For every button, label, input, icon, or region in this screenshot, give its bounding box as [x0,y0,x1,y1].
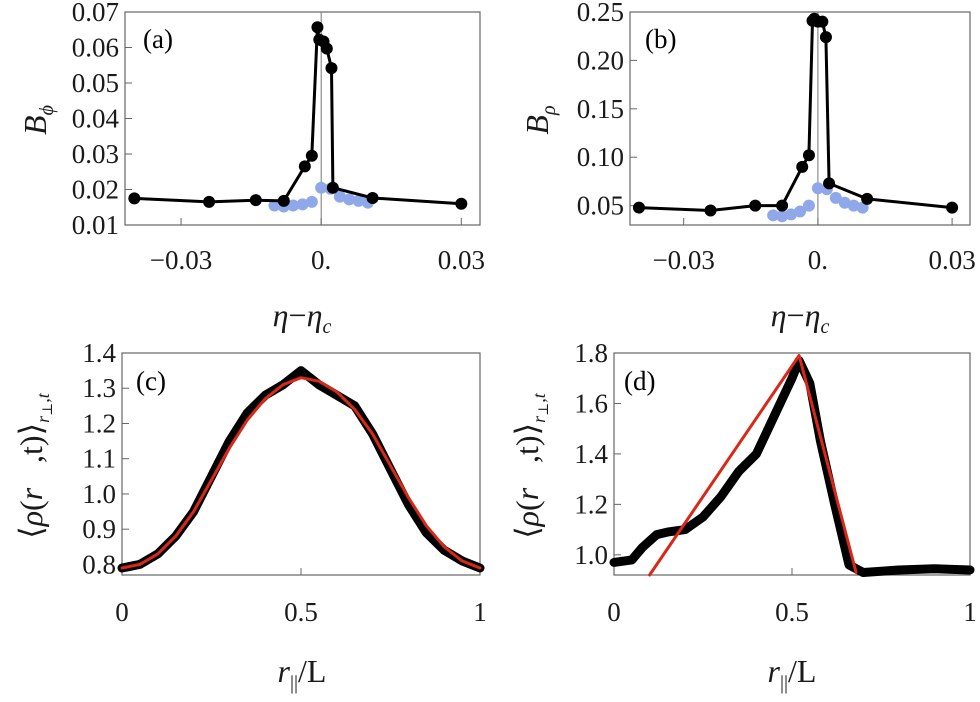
y-tick-label: 1.1 [82,444,116,474]
plot-frame [124,11,481,226]
data-point [366,192,379,205]
data-point [305,149,318,162]
x-tick-label: −0.03 [150,245,212,275]
data-point [128,192,141,205]
data-point [325,62,338,75]
data-point [268,199,281,212]
x-tick-label: 0. [808,245,828,275]
y-tick-label: 1.4 [82,338,116,368]
y-tick-label: 1.2 [82,408,116,438]
data-point [326,181,339,194]
x-tick-label: 1 [963,597,977,627]
panel-label: (c) [136,366,166,396]
data-point [320,42,333,55]
y-tick-label: 1.0 [82,479,116,509]
x-axis-title: η−ηc [273,297,332,338]
y-tick-label: 1.6 [574,388,608,418]
y-tick-label: 1.8 [574,338,608,368]
panel-a: (a) Bϕ η−ηc 0.01 0.02 0.03 0.04 0.05 0.06 0.07… [17,0,485,338]
data-point [704,204,717,217]
x-axis-title: η−ηc [771,297,830,338]
y-tick-label: 0.9 [82,514,116,544]
data-point [333,190,346,203]
data-point [287,199,300,212]
data-point [819,31,832,44]
y-tick-label: 0.8 [82,549,116,579]
y-tick-label: 0.15 [577,94,624,124]
data-point [749,199,762,212]
data-point [847,199,860,212]
data-point [802,199,815,212]
y-axis-title: Bϕ [17,105,58,135]
series-line [117,366,485,573]
y-axis-title: Bρ [519,105,560,134]
y-tick-label: 0.02 [72,175,119,205]
y-tick-label: 1.4 [574,439,608,469]
x-tick-label: 0.5 [284,597,318,627]
y-tick-label: 0.05 [577,191,624,221]
panel-label: (d) [624,366,655,396]
data-point [311,21,324,34]
x-tick-label: 1 [473,597,487,627]
y-tick-label: 0.03 [72,139,119,169]
series-line [648,354,858,577]
data-point [203,195,216,208]
y-tick-label: 0.25 [577,0,624,27]
y-tick-label: 0.01 [72,210,119,240]
data-point [277,194,290,207]
data-point [802,149,815,162]
y-tick-label: 1.2 [574,489,608,519]
x-axis-title: r||/L [278,653,327,694]
panel-c: (c) ⟨ρ(r⃗,t)⟩r⊥,t r||/L 0.8 0.9 1.0 1.1 1.2 1… [13,338,487,694]
x-tick-label: 0.03 [438,245,485,275]
data-point [305,195,318,208]
panel-label: (b) [645,24,676,54]
data-point [794,205,806,218]
y-tick-label: 0.20 [577,45,624,75]
x-tick-label: 0.5 [775,597,809,627]
series-line [132,25,463,206]
data-point [776,199,789,212]
panel-b: (b) Bρ η−ηc 0.050.100.150.200.25−0.03 0. 0… [519,0,976,338]
y-tick-label: 0.10 [577,142,624,172]
data-point [816,15,829,28]
series-line [120,376,482,570]
data-point [249,194,262,207]
data-point [861,192,874,205]
data-point [632,201,645,214]
y-axis-title: ⟨ρ(r⃗,t)⟩r⊥,t [509,392,552,539]
data-point [352,194,365,207]
x-axis-title: r||/L [768,653,817,694]
x-tick-label: 0 [607,597,621,627]
y-tick-label: 0.07 [72,0,119,27]
x-tick-label: 0 [115,597,129,627]
plot-frame [629,11,971,226]
y-tick-label: 1.0 [574,540,608,570]
panel-label: (a) [143,24,173,54]
data-point [829,191,842,204]
series-line [609,356,975,577]
series-line [637,17,954,212]
data-point [776,210,789,223]
data-point [823,177,836,190]
data-point [811,182,824,195]
data-point [796,160,809,173]
x-tick-label: 0.03 [928,245,975,275]
y-tick-label: 0.06 [72,33,119,63]
data-point [343,193,356,206]
data-point [455,197,468,210]
data-point [946,201,959,214]
data-point [767,209,780,222]
panel-d: (d) ⟨ρ(r⃗,t)⟩r⊥,t r||/L 1.0 1.2 1.4 1.6 1.8 0… [509,338,977,694]
y-tick-label: 1.3 [82,373,116,403]
y-tick-label: 0.04 [72,104,120,134]
data-point [296,198,309,211]
x-tick-label: 0. [311,245,331,275]
data-point [315,181,328,194]
y-tick-label: 0.05 [72,68,119,98]
y-axis-title: ⟨ρ(r⃗,t)⟩r⊥,t [13,392,56,539]
x-tick-label: −0.03 [652,245,714,275]
data-point [298,160,311,173]
